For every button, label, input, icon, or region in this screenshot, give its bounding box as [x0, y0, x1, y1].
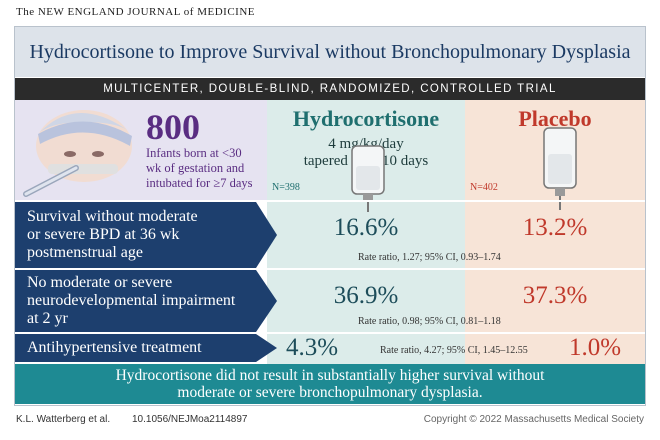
outcome-label-line: postmenstrual age	[27, 244, 143, 261]
hydrocortisone-value: 16.6%	[333, 214, 399, 241]
outcome-label: No moderate or severe neurodevelopmental …	[15, 270, 277, 332]
rate-ratio: Rate ratio, 1.27; 95% CI, 0.93–1.74	[358, 252, 501, 263]
row-separator	[15, 200, 645, 202]
outcome-label-line: Antihypertensive treatment	[27, 339, 202, 356]
dose-line: 4 mg/kg/day	[328, 136, 404, 152]
conclusion-line: moderate or severe bronchopulmonary dysp…	[177, 384, 483, 401]
iv-bag-icon	[543, 127, 577, 210]
outcome-label-line: or severe BPD at 36 wk	[27, 226, 180, 243]
population-count: 800	[146, 107, 200, 147]
arm-name: Placebo	[518, 106, 592, 131]
placebo-value: 13.2%	[522, 214, 588, 241]
outcome-label: Survival without moderate or severe BPD a…	[15, 202, 277, 268]
outcome-label-line: neurodevelopmental impairment	[27, 292, 236, 309]
hydrocortisone-value: 36.9%	[333, 282, 399, 309]
rate-ratio: Rate ratio, 0.98; 95% CI, 0.81–1.18	[358, 316, 501, 327]
trial-design: MULTICENTER, DOUBLE-BLIND, RANDOMIZED, C…	[15, 78, 645, 100]
doi: 10.1056/NEJMoa2114897	[132, 414, 248, 425]
outcome-label-line: Survival without moderate	[27, 208, 198, 225]
authors: K.L. Watterberg et al.	[16, 414, 111, 425]
title: Hydrocortisone to Improve Survival witho…	[15, 27, 645, 77]
arm-name: Hydrocortisone	[292, 106, 440, 131]
description-line: wk of gestation and	[146, 161, 245, 175]
infant-illustration	[23, 110, 132, 197]
hydrocortisone-value: 4.3%	[285, 334, 339, 361]
row-separator	[15, 268, 645, 270]
arm-n: N=402	[470, 182, 498, 193]
journal-name: The NEW ENGLAND JOURNAL of MEDICINE	[16, 6, 255, 18]
rate-ratio: Rate ratio, 4.27; 95% CI, 1.45–12.55	[380, 345, 528, 356]
outcome-label-line: at 2 yr	[27, 310, 68, 327]
outcome-label: Antihypertensive treatment	[15, 334, 277, 362]
description-line: Infants born at <30	[146, 146, 242, 160]
placebo-value: 37.3%	[522, 282, 588, 309]
conclusion-line: Hydrocortisone did not result in substan…	[115, 367, 545, 384]
population-description: Infants born at <30 wk of gestation and in…	[146, 146, 253, 191]
row-separator	[15, 332, 645, 334]
arm-n: N=398	[272, 182, 300, 193]
conclusion: Hydrocortisone did not result in substan…	[15, 364, 645, 404]
placebo-value: 1.0%	[568, 334, 622, 361]
description-line: intubated for ≥7 days	[146, 176, 253, 190]
copyright: Copyright © 2022 Massachusetts Medical S…	[423, 414, 644, 425]
outcome-label-line: No moderate or severe	[27, 274, 173, 291]
iv-bag-icon	[351, 145, 385, 212]
